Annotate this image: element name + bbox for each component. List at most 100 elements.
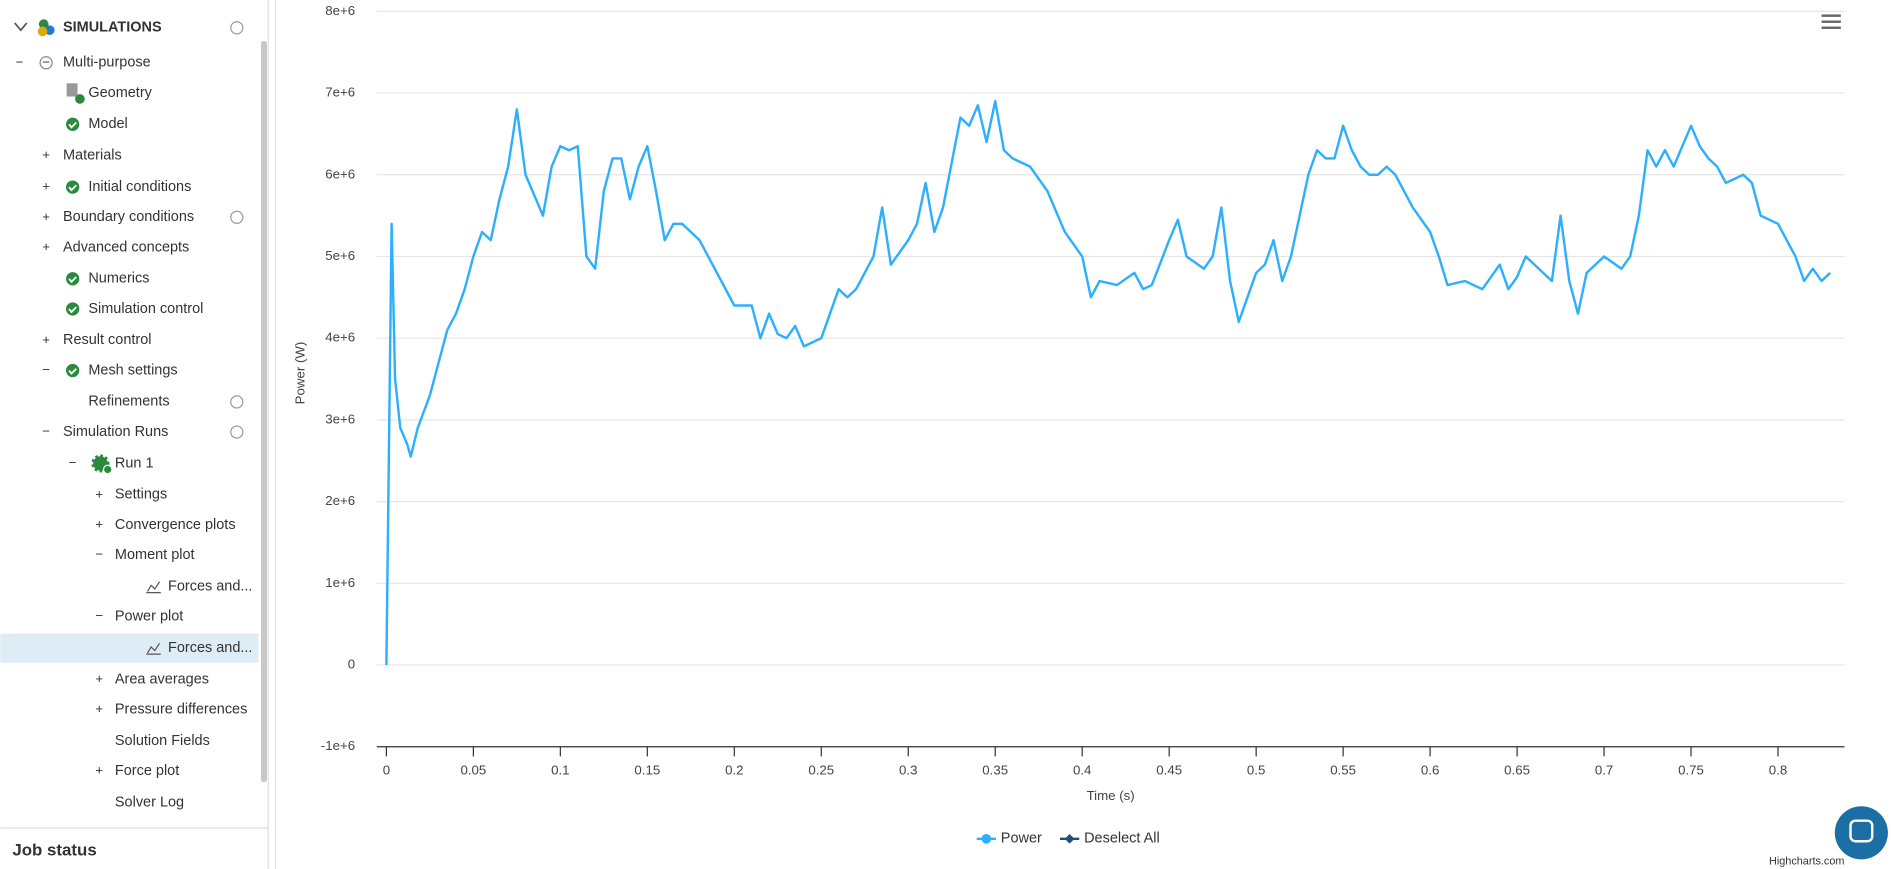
tree-item[interactable]: Initial conditions [88, 179, 191, 195]
x-tick-label: 0.4 [1073, 762, 1091, 777]
tree-item[interactable]: Materials [63, 148, 122, 164]
x-tick-label: 0.45 [1156, 762, 1182, 777]
expander[interactable]: + [42, 209, 50, 224]
tree-item[interactable]: Model [88, 116, 127, 132]
add-button[interactable] [230, 395, 244, 409]
expander[interactable]: − [42, 54, 50, 69]
tree-item[interactable]: Convergence plots [115, 517, 236, 533]
check-mark [68, 121, 77, 129]
tree-item[interactable]: Moment plot [115, 547, 195, 563]
add-button[interactable] [230, 210, 244, 224]
add-button[interactable] [230, 21, 244, 35]
tree-item[interactable]: Forces and... [168, 640, 252, 656]
geometry-icon [66, 83, 78, 97]
y-axis-title: Power (W) [292, 342, 307, 405]
tree-item[interactable]: Solver Log [115, 794, 184, 810]
x-tick-label: 0.05 [460, 762, 486, 777]
x-tick-label: 0.65 [1504, 762, 1530, 777]
expander[interactable]: + [95, 763, 103, 778]
tree-item[interactable]: Numerics [88, 271, 149, 287]
x-axis-title: Time (s) [1087, 788, 1135, 803]
expander[interactable]: − [69, 455, 77, 470]
x-tick-label: 0.75 [1678, 762, 1704, 777]
sim-icon [37, 19, 55, 37]
y-tick-label: 2e+6 [325, 493, 355, 508]
tree-item[interactable]: Refinements [88, 394, 169, 410]
job-status: Job status [12, 840, 96, 859]
tree-item[interactable]: Area averages [115, 671, 209, 687]
expander[interactable]: + [95, 671, 103, 686]
tree-item[interactable]: Result control [63, 332, 151, 348]
y-tick-label: 6e+6 [325, 166, 355, 181]
tree-item[interactable]: Power plot [115, 609, 183, 625]
tree-item[interactable]: Force plot [115, 763, 179, 779]
chat-button[interactable] [1834, 806, 1888, 860]
tree-item[interactable]: Forces and... [168, 578, 252, 594]
y-tick-label: 1e+6 [325, 575, 355, 590]
tree-item[interactable]: Pressure differences [115, 702, 247, 718]
x-tick-label: 0.55 [1330, 762, 1356, 777]
legend-symbol[interactable] [981, 833, 992, 844]
tree-item[interactable]: Geometry [88, 85, 152, 101]
expander[interactable]: + [95, 517, 103, 532]
x-tick-label: 0.15 [634, 762, 660, 777]
expander[interactable]: − [42, 362, 50, 377]
x-tick-label: 0.35 [982, 762, 1008, 777]
expander[interactable]: + [42, 179, 50, 194]
status-check [66, 117, 80, 131]
chart-icon [146, 581, 161, 594]
x-tick-label: 0.25 [808, 762, 834, 777]
x-tick-label: 0.7 [1595, 762, 1613, 777]
check-mark [68, 276, 77, 284]
legend-item[interactable]: Power [1001, 831, 1042, 847]
y-tick-label: -1e+6 [321, 738, 355, 753]
expander[interactable]: + [95, 701, 103, 716]
x-tick-label: 0.2 [725, 762, 743, 777]
y-tick-label: 8e+6 [325, 3, 355, 18]
data-line [385, 100, 1832, 666]
legend-symbol[interactable] [1064, 833, 1075, 844]
x-tick-label: 0 [383, 762, 390, 777]
chat-icon [1849, 819, 1874, 843]
legend-item[interactable]: Deselect All [1084, 831, 1160, 847]
expander[interactable]: − [95, 608, 103, 623]
status-check [66, 272, 80, 286]
menu-icon[interactable] [1821, 14, 1841, 29]
expander[interactable]: + [42, 147, 50, 162]
expander[interactable]: + [42, 332, 50, 347]
expander[interactable]: − [95, 547, 103, 562]
tree-item[interactable]: Mesh settings [88, 362, 177, 378]
tree-item[interactable]: Boundary conditions [63, 209, 194, 225]
scrollbar[interactable] [260, 41, 267, 783]
tree-item[interactable]: Advanced concepts [63, 239, 189, 255]
chart-icon [146, 642, 161, 655]
sidebar [0, 0, 269, 828]
y-tick-label: 7e+6 [325, 85, 355, 100]
expander[interactable]: + [42, 239, 50, 254]
status-check [66, 363, 80, 378]
check-mark [68, 306, 77, 314]
tree-item[interactable]: Simulation control [88, 301, 203, 317]
y-tick-label: 4e+6 [325, 330, 355, 345]
selected-row [0, 633, 259, 663]
tree-item[interactable]: Multi-purpose [63, 55, 151, 71]
y-tick-label: 5e+6 [325, 248, 355, 263]
tree-item[interactable]: Settings [115, 487, 167, 503]
expander[interactable]: − [42, 424, 50, 439]
x-tick-label: 0.3 [899, 762, 917, 777]
credit[interactable]: Highcharts.com [1769, 856, 1844, 868]
expander[interactable]: − [16, 54, 24, 69]
tree-item[interactable]: Simulation Runs [63, 424, 168, 440]
y-tick-label: 0 [348, 657, 355, 672]
header: SIMULATIONS [63, 20, 162, 36]
tree-item[interactable]: Run 1 [115, 455, 154, 471]
y-tick-label: 3e+6 [325, 411, 355, 426]
expander[interactable]: + [95, 486, 103, 501]
x-tick-label: 0.1 [551, 762, 569, 777]
check-mark [68, 368, 77, 375]
x-tick-label: 0.5 [1247, 762, 1265, 777]
collapse-icon[interactable] [14, 22, 28, 32]
tree-item[interactable]: Solution Fields [115, 733, 210, 749]
add-button[interactable] [230, 425, 244, 439]
